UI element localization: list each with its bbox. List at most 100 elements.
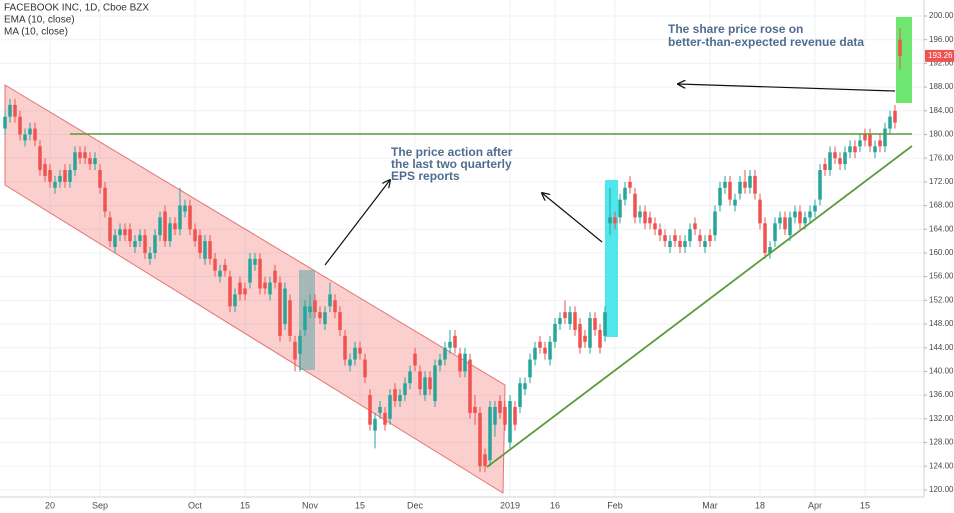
- candle-body: [823, 164, 827, 171]
- candle-body: [378, 406, 382, 413]
- candle-body: [518, 383, 522, 407]
- candle-body: [373, 418, 377, 431]
- candle-body: [443, 347, 447, 360]
- candle-body: [153, 235, 157, 253]
- candle-body: [273, 270, 277, 283]
- y-tick-label: 156.00: [929, 272, 954, 281]
- candle-body: [198, 235, 202, 253]
- indicator-label: MA (10, close): [4, 27, 68, 38]
- candle-body: [528, 359, 532, 378]
- candle-body: [623, 187, 627, 200]
- candle-body: [718, 187, 722, 206]
- candle-body: [403, 383, 407, 396]
- annotation: The price action after: [391, 145, 513, 159]
- highlight-oct-earnings: [299, 270, 315, 370]
- candle-body: [308, 306, 312, 313]
- candle-body: [338, 312, 342, 330]
- candle-body: [323, 312, 327, 325]
- candle-body: [303, 306, 307, 330]
- candle-body: [63, 170, 67, 182]
- y-tick-label: 172.00: [929, 177, 954, 186]
- candle-body: [558, 318, 562, 325]
- candle-body: [458, 353, 462, 372]
- y-tick-label: 136.00: [929, 390, 954, 399]
- candle-body: [668, 241, 672, 248]
- candle-body: [468, 359, 472, 413]
- annotation: EPS reports: [391, 169, 460, 183]
- candle-body: [233, 294, 237, 307]
- candle-body: [23, 134, 27, 141]
- candle-body: [453, 335, 457, 348]
- candle-body: [888, 116, 892, 129]
- candle-body: [828, 152, 832, 171]
- arrow: [324, 180, 390, 266]
- candle-body: [208, 241, 212, 259]
- candle-body: [608, 217, 612, 224]
- candle-body: [898, 39, 902, 56]
- y-tick-label: 140.00: [929, 367, 954, 376]
- candle-body: [8, 104, 12, 117]
- candle-body: [178, 205, 182, 230]
- candle-body: [573, 312, 577, 330]
- y-tick-label: 132.00: [929, 414, 954, 423]
- candle-body: [408, 371, 412, 384]
- candle-body: [738, 181, 742, 194]
- candle-body: [113, 235, 117, 248]
- candle-body: [813, 205, 817, 212]
- candle-body: [353, 347, 357, 360]
- y-tick-label: 124.00: [929, 461, 954, 470]
- candle-body: [203, 241, 207, 259]
- candle-body: [863, 134, 867, 141]
- candle-body: [633, 193, 637, 218]
- candle-body: [708, 235, 712, 242]
- candle-body: [73, 152, 77, 171]
- indicator-label: EMA (10, close): [4, 15, 75, 26]
- candle-body: [88, 158, 92, 165]
- y-tick-label: 120.00: [929, 485, 954, 494]
- candle-body: [638, 211, 642, 218]
- candle-body: [33, 128, 37, 141]
- candle-body: [13, 104, 17, 117]
- candle-body: [723, 181, 727, 188]
- candle-body: [258, 258, 262, 289]
- candle-body: [93, 158, 97, 165]
- candle-body: [168, 223, 172, 242]
- candle-body: [868, 134, 872, 147]
- y-tick-label: 128.00: [929, 438, 954, 447]
- candle-body: [503, 406, 507, 425]
- candle-body: [228, 276, 232, 307]
- candle-body: [433, 365, 437, 402]
- y-tick-label: 192.00: [929, 58, 954, 67]
- x-tick-label: Oct: [188, 500, 203, 510]
- candle-body: [268, 282, 272, 295]
- x-tick-label: Sep: [92, 500, 108, 510]
- candle-body: [78, 152, 82, 159]
- candle-body: [28, 128, 32, 135]
- candle-body: [808, 211, 812, 218]
- arrow: [678, 84, 896, 92]
- candle-body: [383, 412, 387, 425]
- candle-body: [393, 389, 397, 402]
- candle-body: [593, 318, 597, 330]
- x-tick-label: 20: [45, 500, 55, 510]
- candle-body: [803, 217, 807, 224]
- time-axis-bg: [0, 497, 954, 513]
- candle-body: [218, 270, 222, 277]
- y-tick-label: 160.00: [929, 248, 954, 257]
- candle-body: [288, 300, 292, 336]
- x-tick-label: 15: [240, 500, 250, 510]
- candle-body: [143, 235, 147, 253]
- y-tick-label: 188.00: [929, 82, 954, 91]
- candle-body: [743, 181, 747, 188]
- candle-body: [798, 211, 802, 224]
- candle-body: [413, 353, 417, 366]
- candle-body: [713, 211, 717, 236]
- last-price-label: 193.26: [928, 51, 953, 60]
- candle-body: [793, 211, 797, 218]
- highlight-jan-earnings: [605, 180, 618, 337]
- candle-body: [123, 229, 127, 236]
- candle-body: [478, 412, 482, 467]
- candle-body: [53, 181, 57, 188]
- candle-body: [613, 217, 617, 224]
- candle-body: [83, 152, 87, 159]
